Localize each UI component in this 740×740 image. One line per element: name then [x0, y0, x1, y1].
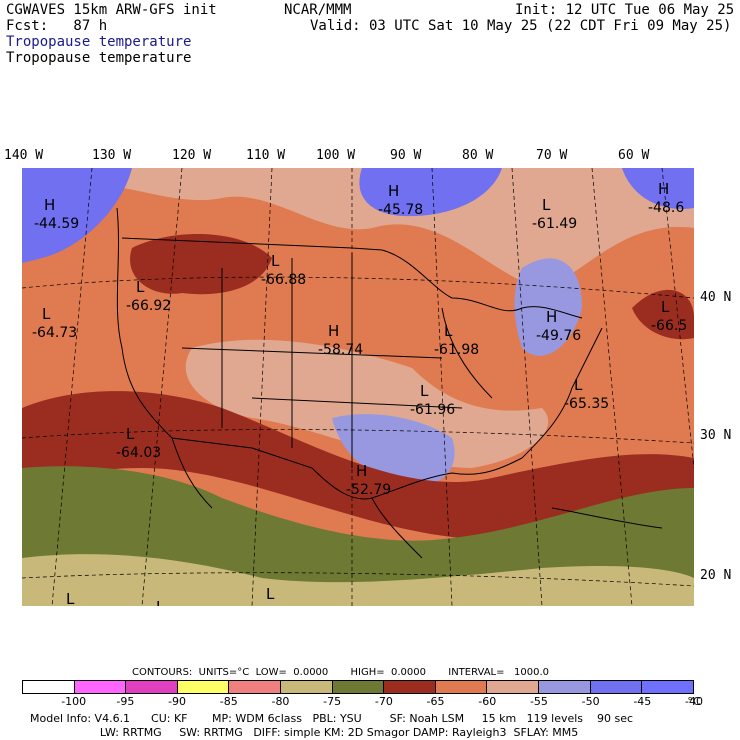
center-value: -66.92 — [126, 298, 171, 314]
low-center-marker: L — [420, 382, 429, 400]
pressure-centers: H -44.59 H -45.78 L -61.49 H -48.6 L -66.88 L -66.9… — [32, 180, 687, 606]
center-value: -64.73 — [32, 325, 77, 341]
lon-label: 90 W — [390, 148, 422, 163]
legend-tick-label: -95 — [116, 695, 135, 708]
low-center-marker: L — [574, 376, 583, 394]
center-value: -45.78 — [378, 202, 423, 218]
model-info-line1: Model Info: V4.6.1 CU: KF MP: WDM 6class… — [30, 712, 634, 725]
center-value: -61.98 — [434, 342, 479, 358]
high-center-marker: H — [546, 308, 557, 326]
low-center-marker: L — [136, 278, 145, 296]
lon-label: 110 W — [246, 148, 286, 163]
center-value: -65.35 — [564, 396, 609, 412]
lat-label: 40 N — [700, 290, 732, 305]
center-value: -61.49 — [532, 216, 577, 232]
lon-label: 100 W — [316, 148, 356, 163]
legend-swatch — [332, 681, 385, 693]
low-center-marker: L — [444, 322, 453, 340]
lat-label: 30 N — [700, 428, 732, 443]
high-center-marker: H — [658, 180, 669, 198]
coastlines-borders — [116, 207, 663, 559]
forecast-hour: Fcst: 87 h — [6, 18, 108, 34]
legend-tick-label: -55 — [529, 695, 548, 708]
lon-label: 120 W — [172, 148, 212, 163]
high-center-marker: H — [328, 322, 339, 340]
low-center-marker: L — [271, 252, 280, 270]
low-center-marker: L — [126, 425, 135, 443]
center-value: -58.74 — [318, 342, 363, 358]
legend-swatch — [177, 681, 230, 693]
legend-swatch — [384, 681, 436, 693]
legend-swatch — [539, 681, 591, 693]
graticule — [22, 168, 694, 606]
center-value: -49.76 — [536, 328, 581, 344]
legend-tick-label: -70 — [374, 695, 393, 708]
legend-swatch — [74, 681, 127, 693]
legend-tick-label: -100 — [61, 695, 87, 708]
legend-tick-label: -90 — [168, 695, 187, 708]
model-info-line2: LW: RRTMG SW: RRTMG DIFF: simple KM: 2D … — [30, 726, 579, 739]
legend-swatch — [23, 681, 75, 693]
legend-tick-label: -60 — [478, 695, 497, 708]
legend-tick-label: °C — [687, 695, 701, 708]
model-title: CGWAVES 15km ARW-GFS init — [6, 2, 217, 18]
low-center-marker: L — [661, 298, 670, 316]
field-title-contour: Tropopause temperature — [6, 50, 192, 66]
tropopause-temperature-map: H -44.59 H -45.78 L -61.49 H -48.6 L -66.88 L -66.9… — [22, 168, 694, 606]
center-name: NCAR/MMM — [284, 2, 352, 18]
center-value: -66.88 — [261, 272, 306, 288]
center-value: -61.96 — [410, 402, 455, 418]
legend-swatch — [281, 681, 333, 693]
legend-swatch — [229, 681, 282, 693]
lon-label: 70 W — [536, 148, 568, 163]
center-value: -48.6 — [648, 200, 684, 216]
legend-tick-label: -75 — [323, 695, 342, 708]
low-center-marker: L — [156, 598, 165, 606]
lon-label: 60 W — [618, 148, 650, 163]
legend-swatch — [642, 681, 693, 693]
center-value: -77.78 — [256, 605, 301, 606]
legend-tick-label: -40 — [685, 695, 703, 708]
lat-label: 20 N — [700, 568, 732, 583]
legend-tick-label: -50 — [581, 695, 600, 708]
valid-time: Valid: 03 UTC Sat 10 May 25 (22 CDT Fri … — [310, 18, 732, 34]
legend-swatch — [435, 681, 488, 693]
legend-tick-label: -85 — [219, 695, 238, 708]
high-center-marker: H — [356, 462, 367, 480]
low-center-marker: L — [42, 305, 51, 323]
contour-info: CONTOURS: UNITS=°C LOW= 0.0000 HIGH= 0.0… — [132, 667, 550, 678]
shaded-fields — [22, 168, 694, 606]
legend-tick-label: -80 — [271, 695, 290, 708]
legend-swatch — [590, 681, 643, 693]
lon-label: 130 W — [92, 148, 132, 163]
high-center-marker: H — [388, 182, 399, 200]
center-value: -52.79 — [346, 482, 391, 498]
legend-tick-label: -65 — [426, 695, 445, 708]
legend-swatch — [126, 681, 178, 693]
high-center-marker: H — [44, 196, 55, 214]
legend-swatch — [487, 681, 540, 693]
field-title-shaded: Tropopause temperature — [6, 34, 192, 50]
color-legend — [22, 680, 694, 694]
lon-label: 80 W — [462, 148, 494, 163]
low-center-marker: L — [66, 590, 75, 606]
center-value: -64.03 — [116, 445, 161, 461]
lon-label: 140 W — [4, 148, 44, 163]
legend-tick-label: -45 — [633, 695, 652, 708]
center-value: -44.59 — [34, 216, 79, 232]
low-center-marker: L — [266, 585, 275, 603]
init-time: Init: 12 UTC Tue 06 May 25 — [515, 2, 735, 18]
low-center-marker: L — [542, 196, 551, 214]
center-value: -66.5 — [651, 318, 687, 334]
